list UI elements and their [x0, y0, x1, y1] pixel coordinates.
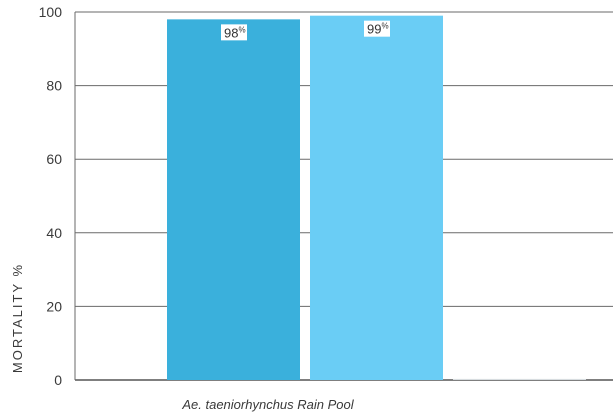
- y-tick-label-100: 100: [39, 4, 63, 20]
- y-axis-title: MORTALITY %: [10, 263, 25, 373]
- bar-series-3: [453, 378, 586, 380]
- y-tick-label-80: 80: [46, 78, 62, 94]
- bar-series-2: [310, 15, 443, 381]
- y-tick-label-40: 40: [46, 225, 62, 241]
- y-tick-label-0: 0: [54, 372, 62, 388]
- y-tick-label-60: 60: [46, 151, 62, 167]
- data-labels: 98% 99%: [221, 20, 390, 41]
- data-label-box-1: [221, 24, 247, 41]
- y-tick-labels: 0 20 40 60 80 100: [39, 4, 63, 388]
- data-label-box-2: [364, 20, 390, 37]
- x-category-label: Ae. taeniorhynchus Rain Pool: [181, 397, 354, 412]
- bar-series-1: [167, 19, 300, 381]
- bars: [167, 15, 586, 381]
- y-tick-label-20: 20: [46, 298, 62, 314]
